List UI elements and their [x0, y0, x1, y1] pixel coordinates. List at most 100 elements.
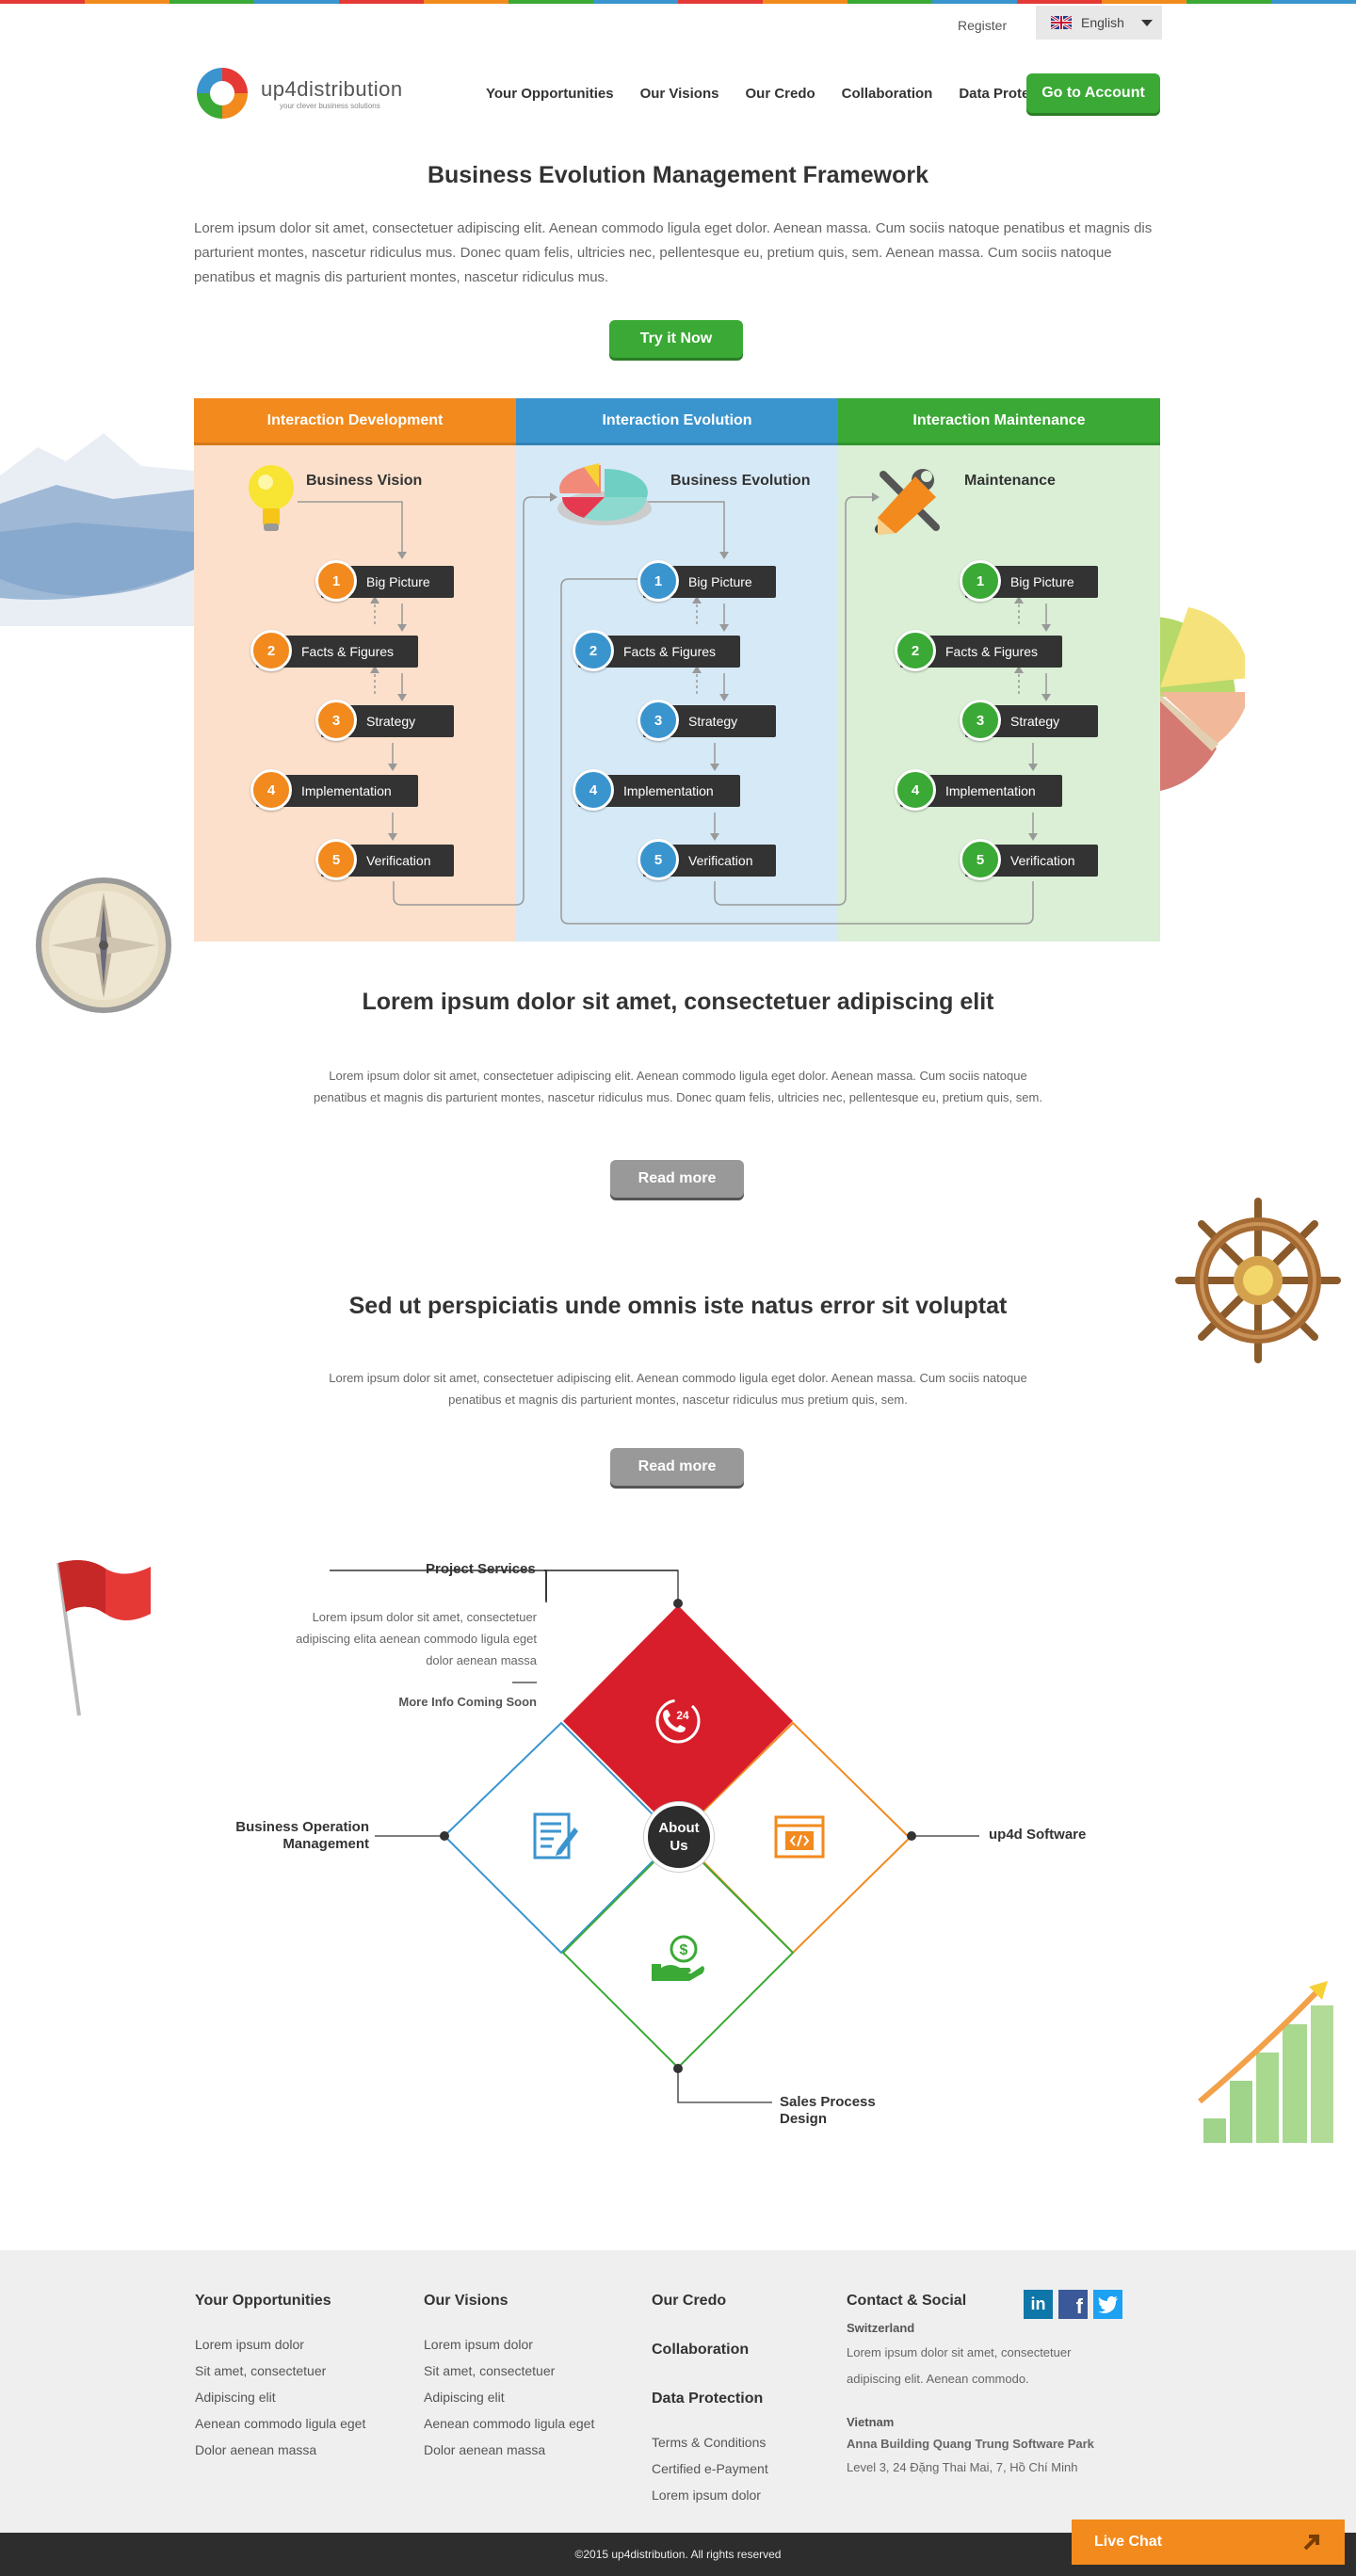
step-label: Verification — [366, 853, 431, 868]
step-implementation-evo[interactable]: 4 Implementation — [573, 769, 740, 811]
footer-link[interactable]: Lorem ipsum dolor — [195, 2337, 304, 2352]
step-label: Verification — [688, 853, 753, 868]
location-vietnam: Vietnam — [847, 2415, 895, 2429]
nav-our-credo[interactable]: Our Credo — [745, 86, 815, 102]
step-label: Big Picture — [366, 574, 430, 589]
logo-icon — [197, 68, 248, 119]
column-title-evolution: Business Evolution — [670, 473, 811, 489]
read-more-button-2[interactable]: Read more — [610, 1448, 744, 1486]
compass-image — [36, 877, 171, 1013]
step-number: 4 — [895, 769, 936, 811]
footer-link[interactable]: Sit amet, consectetuer — [195, 2363, 327, 2378]
location-switzerland: Switzerland — [847, 2321, 915, 2335]
logo-tagline: your clever business solutions — [280, 101, 380, 110]
hero-text: Lorem ipsum dolor sit amet, consectetuer… — [194, 220, 1153, 285]
footer: Your Opportunities Lorem ipsum dolor Sit… — [0, 2250, 1356, 2533]
step-label: Verification — [1010, 853, 1075, 868]
code-icon — [774, 1815, 825, 1859]
language-label: English — [1081, 15, 1124, 30]
footer-heading: Contact & Social — [847, 2293, 967, 2309]
step-number: 1 — [315, 560, 357, 602]
up4d-software-label: up4d Software — [989, 1827, 1087, 1843]
about-us-button[interactable]: About Us — [644, 1802, 714, 1872]
rainbow-bar — [0, 0, 1356, 4]
nav-your-opportunities[interactable]: Your Opportunities — [486, 86, 614, 102]
register-link[interactable]: Register — [958, 18, 1008, 33]
step-label: Big Picture — [688, 574, 752, 589]
step-strategy-evo[interactable]: 3 Strategy — [638, 700, 776, 741]
go-to-account-button[interactable]: Go to Account — [1026, 73, 1160, 113]
switzerland-text: Lorem ipsum dolor sit amet, consectetuer… — [847, 2345, 1072, 2386]
footer-link[interactable]: Terms & Conditions — [652, 2435, 767, 2450]
column-title-development: Business Vision — [306, 473, 423, 489]
step-verification-dev[interactable]: 5 Verification — [315, 839, 454, 880]
step-big-picture-evo[interactable]: 1 Big Picture — [638, 560, 776, 602]
footer-col-opportunities: Your Opportunities Lorem ipsum dolor Sit… — [195, 2293, 365, 2463]
footer-link[interactable]: Dolor aenean massa — [195, 2442, 317, 2457]
red-flag-image — [56, 1560, 151, 1716]
step-label: Implementation — [945, 783, 1036, 798]
footer-link[interactable]: Lorem ipsum dolor — [652, 2487, 761, 2503]
step-number: 5 — [960, 839, 1001, 880]
step-facts-figures-dev[interactable]: 2 Facts & Figures — [250, 630, 418, 671]
nav-our-visions[interactable]: Our Visions — [639, 86, 719, 102]
phone-24-icon: 24 — [655, 1699, 701, 1744]
step-number: 3 — [638, 700, 679, 741]
step-label: Facts & Figures — [945, 644, 1039, 659]
footer-heading-collaboration[interactable]: Collaboration — [652, 2342, 750, 2358]
checklist-icon — [533, 1812, 578, 1860]
logo[interactable]: up4distribution your clever business sol… — [193, 64, 403, 122]
step-implementation-main[interactable]: 4 Implementation — [895, 769, 1062, 811]
footer-col-visions: Our Visions Lorem ipsum dolor Sit amet, … — [424, 2293, 594, 2463]
sales-process-label: Sales Process Design — [780, 2094, 876, 2127]
footer-link[interactable]: Sit amet, consectetuer — [424, 2363, 556, 2378]
step-implementation-dev[interactable]: 4 Implementation — [250, 769, 418, 811]
step-verification-evo[interactable]: 5 Verification — [638, 839, 776, 880]
section1-text: Lorem ipsum dolor sit amet, consectetuer… — [314, 1069, 1042, 1104]
try-it-now-button[interactable]: Try it Now — [609, 320, 743, 358]
step-strategy-main[interactable]: 3 Strategy — [960, 700, 1098, 741]
language-selector[interactable]: English — [1036, 6, 1162, 40]
footer-heading: Our Visions — [424, 2293, 508, 2309]
footer-heading-credo[interactable]: Our Credo — [652, 2293, 727, 2309]
step-number: 3 — [960, 700, 1001, 741]
step-big-picture-main[interactable]: 1 Big Picture — [960, 560, 1098, 602]
nav-collaboration[interactable]: Collaboration — [841, 86, 933, 102]
step-label: Implementation — [301, 783, 392, 798]
section1-title: Lorem ipsum dolor sit amet, consectetuer… — [362, 989, 994, 1015]
live-chat-button[interactable]: Live Chat — [1072, 2520, 1345, 2565]
footer-heading-data-protection[interactable]: Data Protection — [652, 2391, 764, 2407]
vietnam-address: Level 3, 24 Đặng Thai Mai, 7, Hồ Chí Min… — [847, 2460, 1078, 2474]
step-label: Big Picture — [1010, 574, 1074, 589]
more-info-link[interactable]: More Info Coming Soon — [398, 1695, 537, 1709]
facebook-icon[interactable]: f — [1058, 2290, 1088, 2319]
footer-link[interactable]: Adipiscing elit — [424, 2390, 505, 2405]
tools-icon — [875, 469, 940, 535]
footer-link[interactable]: Adipiscing elit — [195, 2390, 276, 2405]
step-number: 5 — [315, 839, 357, 880]
vietnam-address-bold: Anna Building Quang Trung Software Park — [847, 2437, 1094, 2451]
step-facts-figures-main[interactable]: 2 Facts & Figures — [895, 630, 1062, 671]
step-strategy-dev[interactable]: 3 Strategy — [315, 700, 454, 741]
twitter-icon[interactable] — [1093, 2290, 1122, 2319]
step-number: 1 — [638, 560, 679, 602]
project-services-label: Project Services — [426, 1561, 536, 1577]
footer-link[interactable]: Certified e-Payment — [652, 2461, 768, 2476]
footer-link[interactable]: Dolor aenean massa — [424, 2442, 546, 2457]
step-number: 3 — [315, 700, 357, 741]
read-more-button-1[interactable]: Read more — [610, 1160, 744, 1198]
step-big-picture-dev[interactable]: 1 Big Picture — [315, 560, 454, 602]
linkedin-icon[interactable]: in — [1024, 2290, 1053, 2319]
chevron-down-icon — [1140, 19, 1153, 26]
step-facts-figures-evo[interactable]: 2 Facts & Figures — [573, 630, 740, 671]
step-number: 4 — [250, 769, 292, 811]
expand-arrow-icon — [1303, 2535, 1319, 2551]
business-operation-label: Business Operation Management — [235, 1819, 369, 1852]
step-number: 2 — [895, 630, 936, 671]
column-header-evolution: Interaction Evolution — [516, 398, 838, 445]
step-verification-main[interactable]: 5 Verification — [960, 839, 1098, 880]
footer-link[interactable]: Aenean commodo ligula eget — [424, 2416, 595, 2431]
step-label: Implementation — [623, 783, 714, 798]
footer-link[interactable]: Aenean commodo ligula eget — [195, 2416, 366, 2431]
footer-link[interactable]: Lorem ipsum dolor — [424, 2337, 533, 2352]
